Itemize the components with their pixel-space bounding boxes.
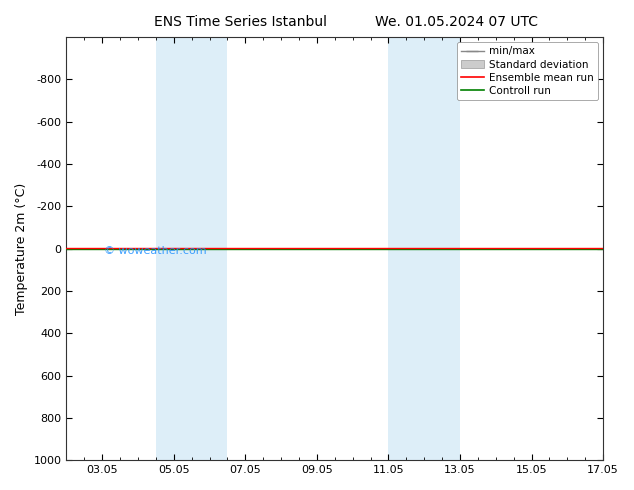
Legend: min/max, Standard deviation, Ensemble mean run, Controll run: min/max, Standard deviation, Ensemble me… bbox=[456, 42, 598, 100]
Y-axis label: Temperature 2m (°C): Temperature 2m (°C) bbox=[15, 182, 28, 315]
Text: ENS Time Series Istanbul: ENS Time Series Istanbul bbox=[155, 15, 327, 29]
Text: We. 01.05.2024 07 UTC: We. 01.05.2024 07 UTC bbox=[375, 15, 538, 29]
Text: © woweather.com: © woweather.com bbox=[104, 246, 207, 256]
Bar bbox=[389, 37, 460, 460]
Bar bbox=[156, 37, 228, 460]
